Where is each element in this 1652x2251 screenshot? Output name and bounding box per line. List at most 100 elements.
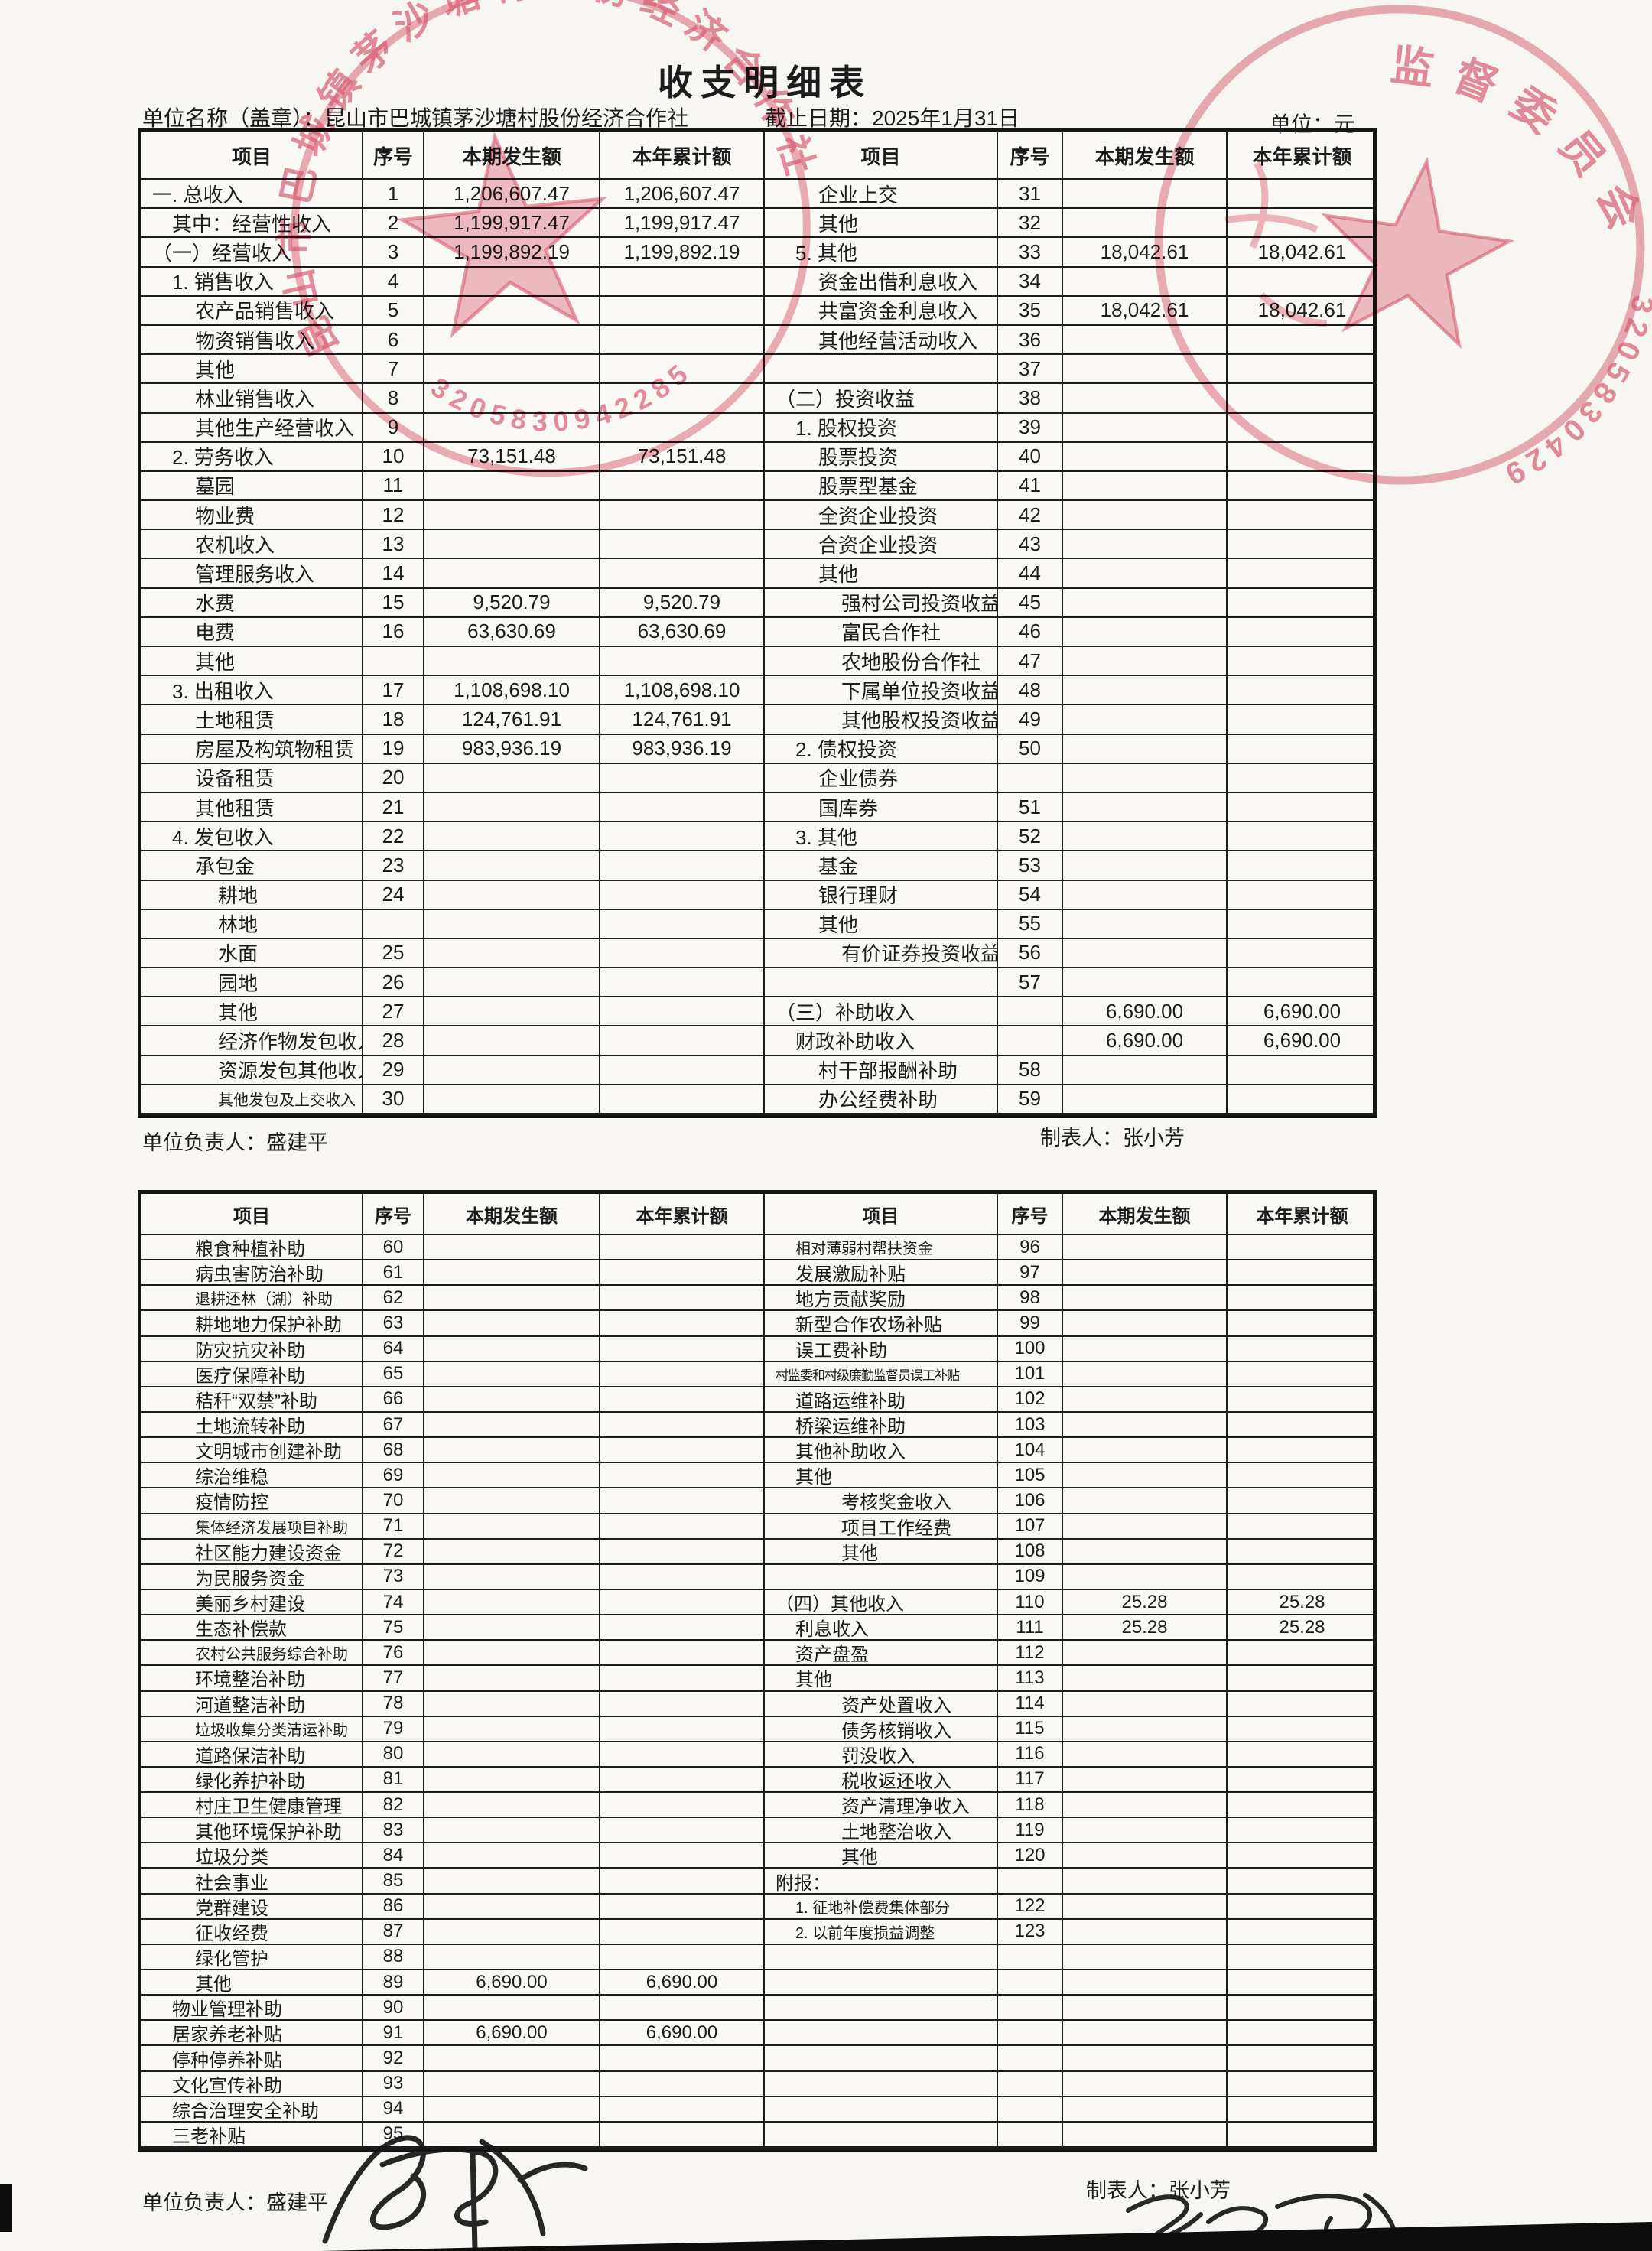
- item-label: 银行理财: [765, 880, 998, 910]
- item-label: 物业管理补助: [141, 1996, 363, 2022]
- amount-current-period: [424, 1767, 600, 1794]
- amount-current-period: [424, 1539, 600, 1565]
- amount-year-to-date: [1228, 530, 1377, 560]
- amount-current-period: [1063, 1514, 1228, 1540]
- item-label: 管理服务收入: [141, 559, 363, 589]
- amount-current-period: [1063, 822, 1228, 852]
- item-label: 1. 征地补偿费集体部分: [765, 1894, 998, 1920]
- item-label: 其他: [765, 1463, 998, 1489]
- item-label: 为民服务资金: [141, 1564, 363, 1590]
- item-seq: [998, 1944, 1063, 1971]
- amount-current-period: [424, 1793, 600, 1819]
- item-seq: 104: [998, 1438, 1063, 1464]
- income-table-part2: 项目 序号 本期发生额 本年累计额 项目 序号 本期发生额 本年累计额 粮食种植补助 60 相对薄弱…: [138, 1190, 1377, 2152]
- amount-year-to-date: 983,936.19: [600, 734, 765, 764]
- amount-year-to-date: [600, 1387, 765, 1413]
- amount-current-period: [1063, 267, 1228, 297]
- item-seq: 44: [998, 559, 1063, 589]
- amount-current-period: [424, 1311, 600, 1337]
- item-label: 2. 劳务收入: [141, 442, 363, 472]
- amount-year-to-date: [1228, 1666, 1377, 1692]
- item-label: 共富资金利息收入: [765, 296, 998, 326]
- amount-year-to-date: [1228, 1843, 1377, 1869]
- amount-year-to-date: [600, 1056, 765, 1085]
- amount-current-period: [1063, 1085, 1228, 1114]
- amount-current-period: [1063, 1818, 1228, 1844]
- amount-year-to-date: [600, 325, 765, 356]
- item-label: 财政补助收入: [765, 1026, 998, 1056]
- responsible-person-mid: 单位负责人：盛建平: [142, 1131, 328, 1154]
- item-seq: 31: [998, 180, 1063, 210]
- amount-current-period: [424, 1412, 600, 1439]
- amount-current-period: [424, 1488, 600, 1514]
- item-seq: 118: [998, 1793, 1063, 1819]
- item-label: 3. 其他: [765, 822, 998, 852]
- item-label: 企业债券: [765, 763, 998, 793]
- item-seq: 3: [363, 238, 424, 268]
- item-label: 经济作物发包收入: [141, 1026, 363, 1056]
- item-seq: 85: [363, 1869, 424, 1895]
- item-seq: [363, 909, 424, 939]
- amount-current-period: [1063, 647, 1228, 677]
- item-label: 墓园: [141, 471, 363, 502]
- amount-current-period: 63,630.69: [424, 617, 600, 647]
- amount-year-to-date: 25.28: [1228, 1590, 1377, 1616]
- amount-current-period: [424, 530, 600, 560]
- amount-year-to-date: [1228, 1311, 1377, 1337]
- amount-year-to-date: [600, 355, 765, 385]
- amount-year-to-date: [600, 1311, 765, 1337]
- item-seq: 58: [998, 1056, 1063, 1085]
- amount-current-period: [424, 792, 600, 823]
- handwritten-signature-left: [322, 2135, 588, 2251]
- amount-current-period: [1063, 1056, 1228, 1085]
- amount-current-period: [424, 880, 600, 910]
- item-seq: 76: [363, 1641, 424, 1667]
- amount-current-period: 25.28: [1063, 1615, 1228, 1641]
- item-label: 其他: [765, 1843, 998, 1869]
- amount-current-period: [1063, 676, 1228, 706]
- item-label: 其他: [141, 1970, 363, 1996]
- item-label: 征收经费: [141, 1919, 363, 1945]
- item-label: 其他: [765, 559, 998, 589]
- item-seq: [998, 2096, 1063, 2123]
- amount-year-to-date: 1,199,917.47: [600, 209, 765, 239]
- amount-year-to-date: [600, 1793, 765, 1819]
- amount-current-period: [1063, 1641, 1228, 1667]
- item-seq: 51: [998, 792, 1063, 823]
- amount-current-period: [424, 1919, 600, 1945]
- item-seq: 91: [363, 2021, 424, 2047]
- column-header: 本年累计额: [1228, 132, 1377, 180]
- amount-current-period: [424, 1463, 600, 1489]
- amount-current-period: [424, 1742, 600, 1768]
- amount-current-period: [1063, 1742, 1228, 1768]
- amount-current-period: [1063, 325, 1228, 356]
- item-label: 道路运维补助: [765, 1387, 998, 1413]
- amount-year-to-date: [1228, 1413, 1377, 1439]
- item-label: 土地整治收入: [765, 1818, 998, 1844]
- amount-current-period: [1063, 1894, 1228, 1920]
- amount-year-to-date: [1228, 1387, 1377, 1413]
- amount-current-period: [424, 1085, 600, 1114]
- item-seq: 33: [998, 238, 1063, 268]
- item-seq: 88: [363, 1944, 424, 1971]
- item-label: 土地流转补助: [141, 1412, 363, 1439]
- item-label: 三老补贴: [141, 2122, 363, 2148]
- amount-year-to-date: [600, 968, 765, 998]
- amount-year-to-date: [1228, 1488, 1377, 1514]
- amount-current-period: [1063, 180, 1228, 210]
- item-label: 综治维稳: [141, 1463, 363, 1489]
- item-label: 绿化管护: [141, 1944, 363, 1971]
- item-seq: [998, 2122, 1063, 2148]
- amount-year-to-date: [1228, 1514, 1377, 1540]
- amount-year-to-date: [600, 1539, 765, 1565]
- item-label: 停种停养补贴: [141, 2046, 363, 2072]
- item-label: 地方贡献奖励: [765, 1286, 998, 1312]
- amount-year-to-date: [600, 1767, 765, 1794]
- amount-year-to-date: [1228, 647, 1377, 677]
- amount-year-to-date: [1228, 822, 1377, 852]
- item-seq: 80: [363, 1742, 424, 1768]
- amount-current-period: [424, 1944, 600, 1971]
- amount-year-to-date: [600, 1894, 765, 1920]
- item-seq: 109: [998, 1564, 1063, 1590]
- item-seq: 63: [363, 1311, 424, 1337]
